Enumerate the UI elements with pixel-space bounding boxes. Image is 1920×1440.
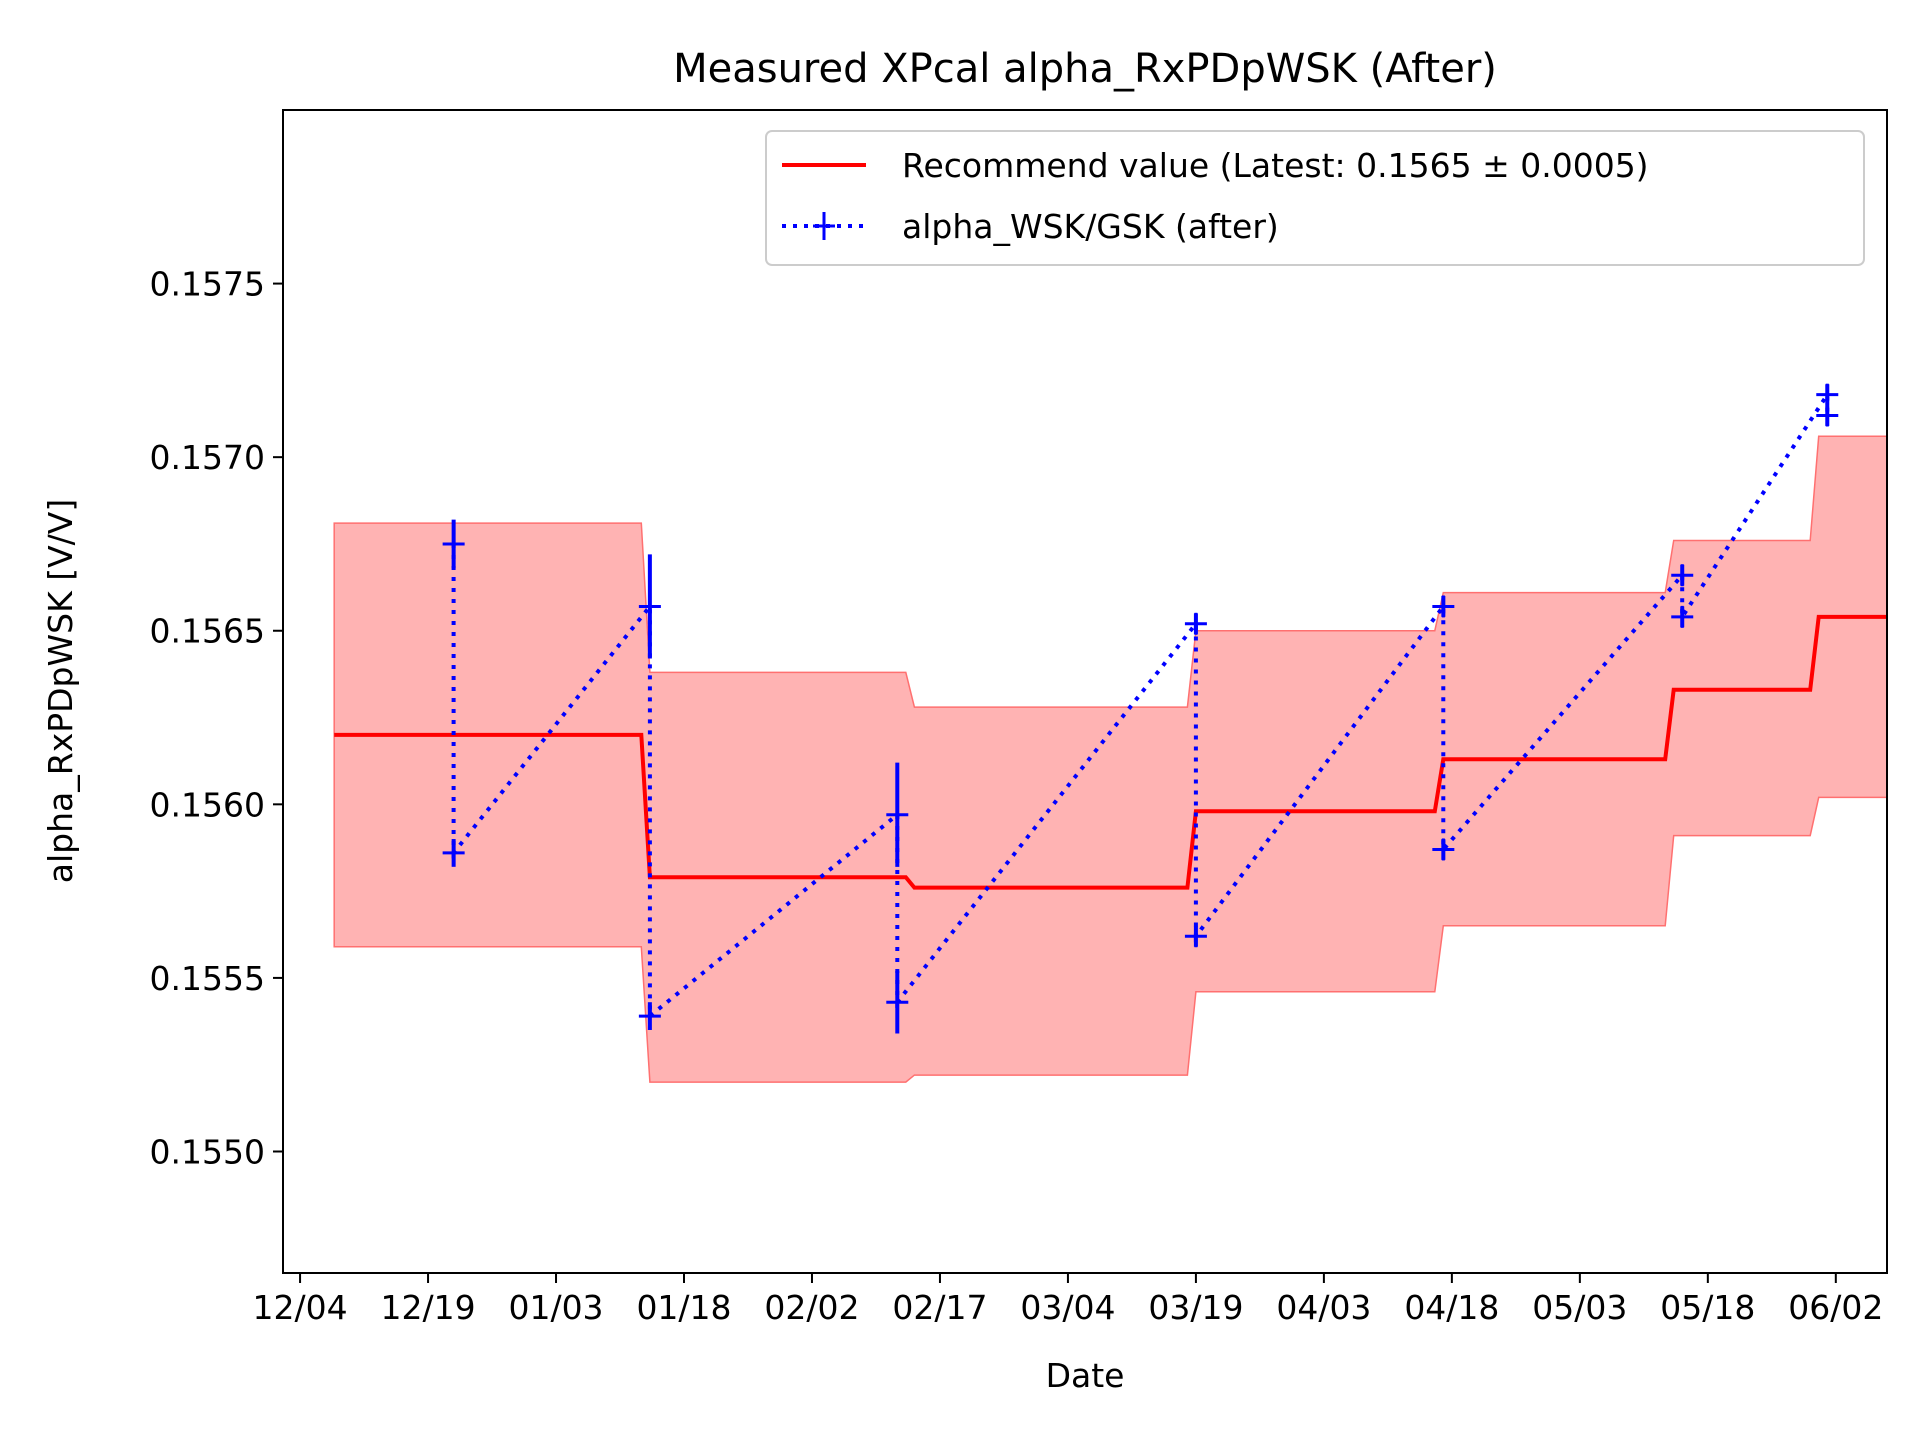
x-axis: 12/04 12/19 01/03 01/18 02/02 02/17 03/04 03/19… — [253, 1273, 1883, 1327]
x-tick-label: 02/02 — [764, 1288, 859, 1327]
measurement-point — [638, 1002, 661, 1030]
y-tick-label: 0.1560 — [150, 785, 265, 824]
measurement-point — [1432, 595, 1455, 618]
x-tick-label: 03/19 — [1148, 1288, 1243, 1327]
y-tick-label: 0.1555 — [150, 959, 265, 998]
legend: Recommend value (Latest: 0.1565 ± 0.0005… — [765, 130, 1865, 266]
axes-frame — [282, 109, 1888, 1274]
measurement-point — [1432, 838, 1455, 861]
y-tick-label: 0.1550 — [150, 1132, 265, 1171]
y-axis-label: alpha_RxPDpWSK [V/V] — [41, 499, 80, 883]
x-tick-label: 02/17 — [892, 1288, 987, 1327]
y-tick-label: 0.1575 — [150, 265, 265, 304]
x-tick-label: 04/03 — [1276, 1288, 1371, 1327]
legend-label-recommend: Recommend value (Latest: 0.1565 ± 0.0005… — [902, 146, 1649, 185]
measurement-point — [638, 554, 661, 659]
measurement-point — [1184, 612, 1207, 635]
legend-label-alpha: alpha_WSK/GSK (after) — [902, 207, 1279, 246]
x-tick-label: 06/02 — [1788, 1288, 1883, 1327]
measurement-point — [886, 762, 909, 867]
measurement-point — [442, 839, 465, 867]
x-tick-label: 12/04 — [253, 1288, 348, 1327]
plot-area — [333, 383, 1888, 1083]
chart-title: Measured XPcal alpha_RxPDpWSK (After) — [673, 46, 1497, 92]
measurement-point — [1816, 383, 1839, 406]
y-axis: 0.1550 0.1555 0.1560 0.1565 0.1570 0.1575 — [150, 265, 283, 1171]
x-tick-label: 01/18 — [636, 1288, 731, 1327]
x-tick-label: 05/18 — [1660, 1288, 1755, 1327]
y-tick-label: 0.1570 — [150, 438, 265, 477]
legend-box — [765, 130, 1865, 266]
x-tick-label: 04/18 — [1404, 1288, 1499, 1327]
y-tick-label: 0.1565 — [150, 612, 265, 651]
x-tick-label: 03/04 — [1020, 1288, 1115, 1327]
measurement-point — [1816, 404, 1839, 427]
x-tick-label: 05/03 — [1532, 1288, 1627, 1327]
x-tick-label: 12/19 — [380, 1288, 475, 1327]
measurement-point — [1184, 925, 1207, 948]
measurement-point — [1671, 564, 1694, 587]
measurement-point — [886, 970, 909, 1034]
measurement-point — [442, 519, 465, 569]
x-tick-label: 01/03 — [508, 1288, 603, 1327]
x-axis-label: Date — [1046, 1356, 1125, 1395]
recommend-value-line — [334, 614, 1887, 890]
measurement-point — [1671, 605, 1694, 628]
